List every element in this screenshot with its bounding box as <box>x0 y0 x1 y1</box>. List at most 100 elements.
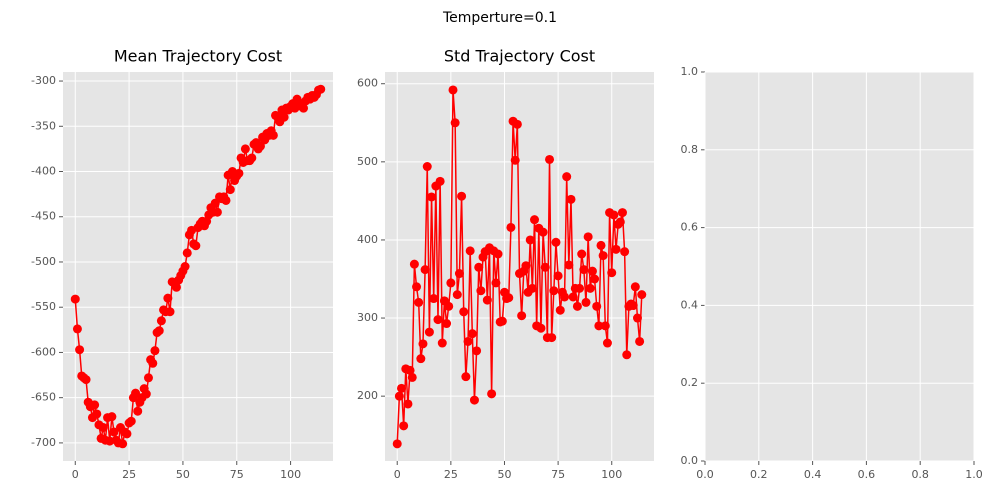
plot-area <box>63 72 333 461</box>
data-point <box>414 297 424 307</box>
y-tick-label: 0.6 <box>681 221 699 234</box>
data-point <box>405 365 415 375</box>
y-tick-label: 0.0 <box>681 454 699 467</box>
data-point <box>412 282 422 292</box>
data-point <box>592 301 602 311</box>
y-tick-label: -450 <box>31 210 56 223</box>
data-point <box>141 389 151 399</box>
data-point <box>600 321 610 331</box>
data-point <box>530 215 540 225</box>
data-point <box>221 195 231 205</box>
data-point <box>457 191 467 201</box>
data-point <box>118 439 128 449</box>
data-point <box>420 265 430 275</box>
data-point <box>452 290 462 300</box>
data-point <box>399 421 409 431</box>
data-point <box>630 282 640 292</box>
data-point <box>148 358 158 368</box>
data-point <box>268 130 278 140</box>
data-point <box>607 268 617 278</box>
data-point <box>581 297 591 307</box>
y-tick-label: -700 <box>31 436 56 449</box>
data-point <box>422 162 432 172</box>
data-point <box>525 235 535 245</box>
data-point <box>579 265 589 275</box>
data-point <box>191 241 201 251</box>
data-point <box>551 237 561 247</box>
data-point <box>497 316 507 326</box>
y-tick-label: 1.0 <box>681 65 699 78</box>
x-tick-label: 0.6 <box>858 468 876 481</box>
data-point <box>467 329 477 339</box>
data-point <box>122 429 132 439</box>
data-point <box>247 153 257 163</box>
data-point <box>517 311 527 321</box>
data-point <box>442 319 452 329</box>
data-point <box>279 112 289 122</box>
data-point <box>126 416 136 426</box>
data-point <box>435 176 445 186</box>
data-point <box>418 339 428 349</box>
data-point <box>446 278 456 288</box>
data-point <box>156 316 166 326</box>
data-point <box>182 248 192 258</box>
chart-title: Std Trajectory Cost <box>444 47 595 66</box>
data-point <box>510 155 520 165</box>
data-point <box>469 395 479 405</box>
data-point <box>180 262 190 271</box>
data-point <box>450 118 460 128</box>
data-point <box>596 240 606 250</box>
data-point <box>564 260 574 270</box>
x-tick-label: 100 <box>601 468 622 481</box>
data-point <box>163 293 173 303</box>
chart-title: Mean Trajectory Cost <box>114 47 282 66</box>
data-point <box>583 232 593 242</box>
data-point <box>504 293 514 303</box>
data-point <box>562 172 572 182</box>
data-point <box>609 210 619 220</box>
data-point <box>171 282 181 292</box>
suptitle: Temperture=0.1 <box>442 10 557 26</box>
data-point <box>70 294 80 304</box>
data-point <box>637 290 647 300</box>
data-point <box>538 227 548 237</box>
plot-area <box>705 72 974 461</box>
data-point <box>587 266 597 276</box>
data-point <box>628 301 638 311</box>
data-point <box>512 119 522 129</box>
y-tick-label: 200 <box>357 389 378 402</box>
data-point <box>527 283 537 293</box>
data-point <box>433 315 443 325</box>
data-point <box>598 251 608 261</box>
data-point <box>72 324 82 334</box>
x-tick-label: 25 <box>444 468 458 481</box>
data-point <box>240 144 250 154</box>
data-point <box>472 346 482 356</box>
data-point <box>133 406 143 416</box>
data-point <box>107 412 117 422</box>
data-point <box>585 283 595 293</box>
data-point <box>482 295 492 305</box>
x-tick-label: 1.0 <box>965 468 983 481</box>
y-tick-label: 600 <box>357 77 378 90</box>
data-point <box>615 217 625 227</box>
x-tick-label: 25 <box>122 468 136 481</box>
data-point <box>553 271 563 281</box>
data-point <box>150 346 160 356</box>
data-point <box>493 249 503 259</box>
data-point <box>506 222 516 232</box>
data-point <box>463 336 473 346</box>
x-tick-label: 50 <box>176 468 190 481</box>
data-point <box>109 427 119 437</box>
y-tick-label: 500 <box>357 155 378 168</box>
data-point <box>536 323 546 333</box>
data-point <box>234 168 244 178</box>
data-point <box>491 278 501 288</box>
data-point <box>316 84 326 94</box>
data-point <box>622 350 632 360</box>
y-tick-label: -650 <box>31 391 56 404</box>
x-tick-label: 50 <box>497 468 511 481</box>
data-point <box>461 372 471 382</box>
y-tick-label: 0.4 <box>681 298 699 311</box>
